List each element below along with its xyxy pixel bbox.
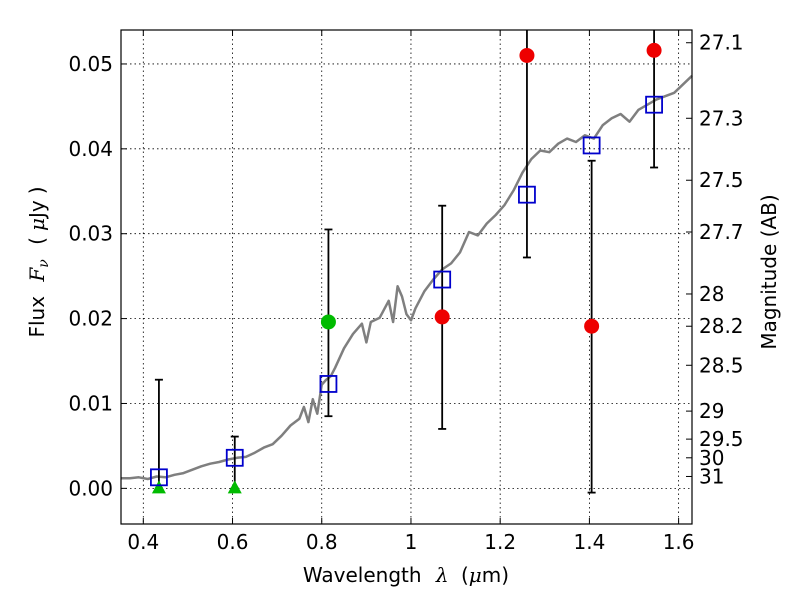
x-tick-label: 0.4 (127, 530, 159, 554)
x-tick-label: 0.8 (306, 530, 338, 554)
y2-tick-label: 28 (699, 282, 724, 306)
green-point (320, 314, 336, 330)
x-tick-label: 1.2 (484, 530, 516, 554)
detection-point (584, 318, 600, 334)
detection-point (434, 309, 450, 325)
x-axis-unit-open: ( (461, 563, 469, 587)
model-spectrum-layer (121, 74, 693, 481)
y-axis-unit-rest: Jy (25, 200, 49, 220)
model-spectrum-line (121, 74, 693, 481)
right-axis-title: Magnitude (AB) (757, 194, 781, 349)
y-axis-unit-mu: μ (25, 218, 49, 231)
detection-point (646, 42, 662, 58)
y2-tick-label: 31 (699, 464, 724, 488)
x-axis-symbol: λ (435, 563, 449, 587)
x-tick-label: 1.6 (663, 530, 695, 554)
tick-layer: 0.4 0.6 0.8 1 1.2 1.4 1.6 0.00 0.01 0.02 0.03 0.04 0… (68, 30, 744, 554)
y-tick-label: 0.05 (68, 52, 113, 76)
y-axis-symbol: F (25, 267, 49, 283)
y2-tick-label: 29 (699, 399, 724, 423)
y2-tick-label: 28.2 (699, 314, 744, 338)
x-tick-label: 1 (405, 530, 418, 554)
y-axis-subscript: ν (36, 259, 52, 268)
x-axis-unit-mu: μ (469, 563, 482, 587)
y2-tick-label: 28.5 (699, 353, 744, 377)
marker-layer (150, 42, 663, 494)
model-photometry-point (225, 448, 244, 467)
y2-tick-label: 29.5 (699, 427, 744, 451)
green-upper-limit-marker (227, 480, 242, 494)
model-photometry-point (645, 95, 663, 114)
y2-tick-label: 27.5 (699, 168, 744, 192)
grid (121, 30, 692, 524)
model-photometry-point (518, 185, 536, 204)
y-tick-label: 0.00 (68, 476, 113, 500)
y2-tick-label: 27.3 (699, 106, 744, 130)
y2-tick-label: 27.7 (699, 220, 744, 244)
detection-point (519, 47, 535, 63)
x-axis-prefix: Wavelength (303, 563, 422, 587)
y-axis-unit-close: ) (25, 186, 49, 194)
y-tick-label: 0.04 (68, 137, 113, 161)
y-tick-label: 0.01 (68, 391, 113, 415)
x-tick-label: 0.6 (217, 530, 249, 554)
x-axis-unit-rest: m) (482, 563, 509, 587)
model-photometry-point (319, 375, 338, 393)
model-photometry-point (150, 468, 168, 487)
x-tick-label: 1.4 (573, 530, 605, 554)
y-axis-unit-open: ( (25, 237, 49, 245)
model-photometry-point (582, 136, 601, 155)
x-axis-title: Wavelength λ (μm) (303, 563, 509, 587)
y2-tick-label: 30 (699, 446, 724, 470)
y-tick-label: 0.02 (68, 307, 113, 331)
green-upper-limit-marker (151, 480, 166, 494)
y-axis-title: Flux Fν ( μJy) (25, 186, 53, 337)
plot-frame (120, 29, 693, 525)
y2-tick-label: 27.1 (699, 31, 744, 55)
model-photometry-point (433, 270, 452, 289)
y-tick-label: 0.03 (68, 222, 113, 246)
y-axis-prefix: Flux (25, 296, 49, 338)
errorbar-layer (154, 30, 659, 494)
